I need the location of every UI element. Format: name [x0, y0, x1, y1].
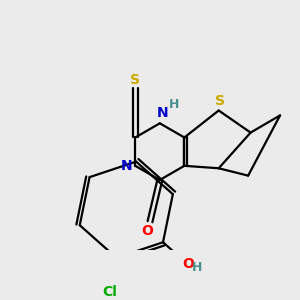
Text: H: H	[192, 261, 202, 274]
Text: N: N	[157, 106, 168, 119]
Text: N: N	[121, 159, 132, 173]
Text: O: O	[142, 224, 154, 238]
Text: Cl: Cl	[102, 285, 117, 299]
Text: S: S	[215, 94, 225, 108]
Text: H: H	[169, 98, 180, 111]
Text: S: S	[130, 73, 140, 87]
Text: O: O	[182, 257, 194, 272]
